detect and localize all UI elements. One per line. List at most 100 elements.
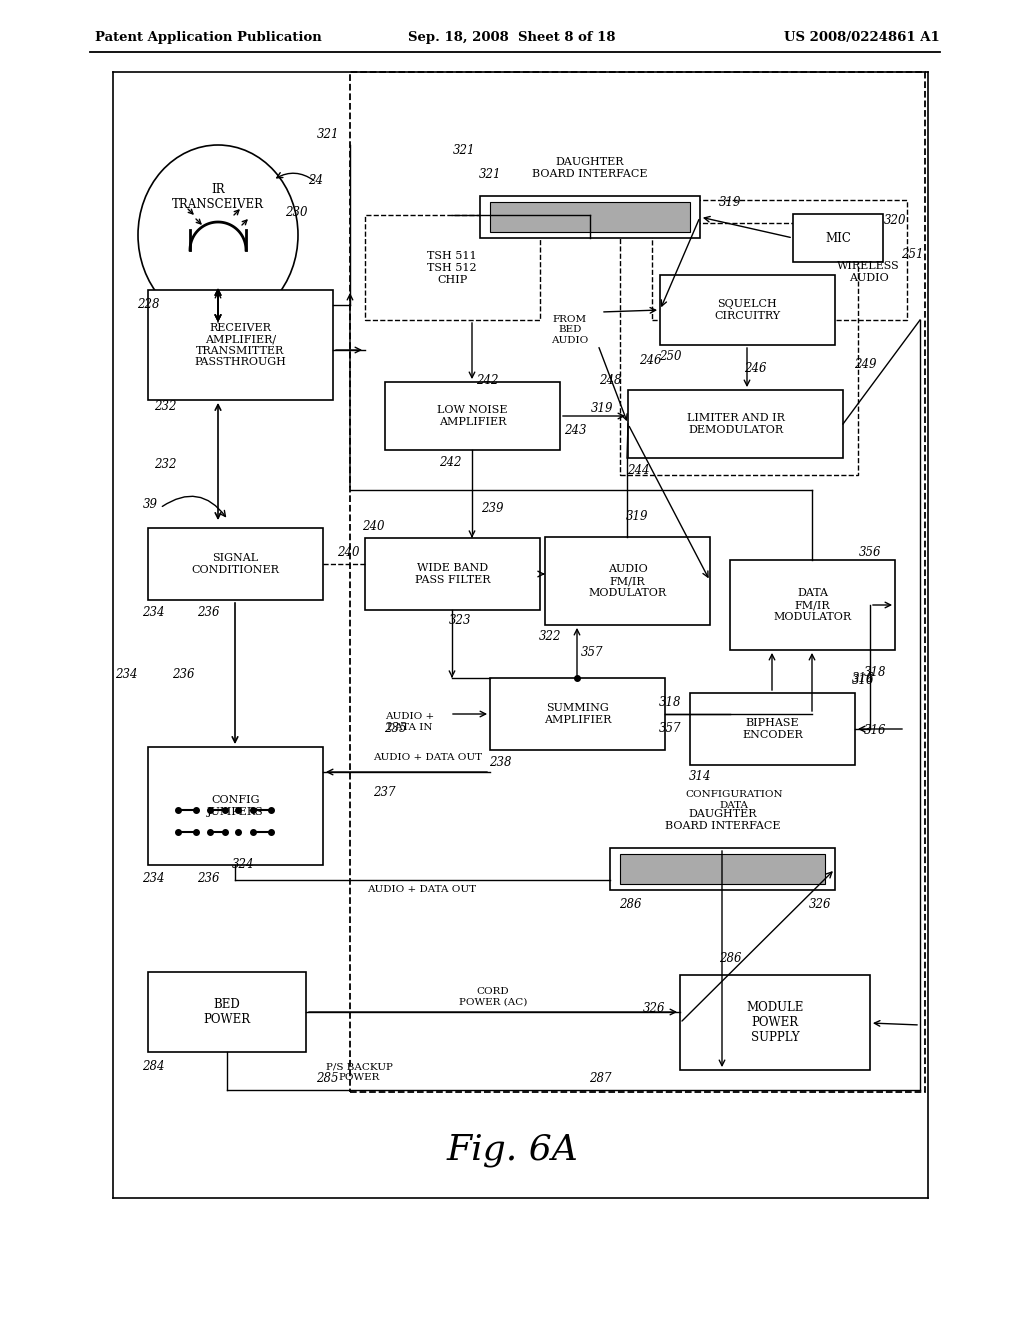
Text: BED
POWER: BED POWER (204, 998, 251, 1026)
Text: 240: 240 (361, 520, 384, 532)
Text: 284: 284 (141, 1060, 164, 1073)
Ellipse shape (138, 145, 298, 325)
Text: DAUGHTER
BOARD INTERFACE: DAUGHTER BOARD INTERFACE (665, 809, 780, 830)
Text: 242: 242 (438, 455, 461, 469)
Text: 234: 234 (116, 668, 138, 681)
Text: 314: 314 (689, 771, 712, 784)
Text: 323: 323 (449, 614, 471, 627)
Bar (148, 290, 333, 400)
Bar (480, 195, 700, 238)
Text: 39: 39 (142, 499, 158, 511)
Bar (490, 202, 690, 232)
Text: MIC: MIC (825, 231, 851, 244)
Bar (385, 381, 560, 450)
Text: LOW NOISE
AMPLIFIER: LOW NOISE AMPLIFIER (437, 405, 508, 426)
Text: FROM
BED
AUDIO: FROM BED AUDIO (551, 315, 589, 345)
Text: SQUELCH
CIRCUITRY: SQUELCH CIRCUITRY (715, 300, 780, 321)
Text: MODULE
POWER
SUPPLY: MODULE POWER SUPPLY (746, 1001, 804, 1044)
Text: 357: 357 (658, 722, 681, 734)
Text: 238: 238 (488, 755, 511, 768)
Text: 286: 286 (719, 953, 741, 965)
Text: 244: 244 (627, 463, 649, 477)
Text: 236: 236 (197, 873, 219, 886)
Text: 316: 316 (864, 723, 886, 737)
Text: 236: 236 (197, 606, 219, 619)
Text: 237: 237 (373, 785, 395, 799)
Bar (365, 215, 540, 319)
Text: Patent Application Publication: Patent Application Publication (95, 32, 322, 45)
Text: 326: 326 (809, 898, 831, 911)
Text: IR
TRANSCEIVER: IR TRANSCEIVER (172, 183, 264, 211)
Bar (350, 73, 925, 1092)
Text: US 2008/0224861 A1: US 2008/0224861 A1 (784, 32, 940, 45)
Text: AUDIO +
DATA IN: AUDIO + DATA IN (385, 713, 434, 731)
Text: 326: 326 (642, 1002, 665, 1015)
Text: 322: 322 (539, 631, 561, 644)
Text: 316: 316 (852, 672, 874, 685)
Text: CONFIGURATION
DATA: CONFIGURATION DATA (685, 791, 782, 809)
Text: 232: 232 (154, 458, 176, 470)
Text: 242: 242 (476, 374, 499, 387)
Text: RECEIVER
AMPLIFIER/
TRANSMITTER
PASSTHROUGH: RECEIVER AMPLIFIER/ TRANSMITTER PASSTHRO… (195, 322, 287, 367)
Text: 319: 319 (626, 511, 648, 524)
Text: LIMITER AND IR
DEMODULATOR: LIMITER AND IR DEMODULATOR (686, 413, 784, 434)
Text: 321: 321 (453, 144, 475, 157)
Text: 234: 234 (141, 606, 164, 619)
Text: 287: 287 (589, 1072, 611, 1085)
Text: 250: 250 (658, 351, 681, 363)
Text: TSH 511
TSH 512
CHIP: TSH 511 TSH 512 CHIP (427, 251, 477, 285)
Text: 286: 286 (618, 898, 641, 911)
Text: 232: 232 (154, 400, 176, 413)
Text: 356: 356 (859, 545, 882, 558)
Text: AUDIO
FM/IR
MODULATOR: AUDIO FM/IR MODULATOR (589, 565, 667, 598)
Text: 235: 235 (384, 722, 407, 734)
Text: AUDIO + DATA OUT: AUDIO + DATA OUT (373, 752, 482, 762)
Text: 319: 319 (719, 195, 741, 209)
Bar (660, 275, 835, 345)
Text: 248: 248 (599, 374, 622, 387)
Bar (690, 693, 855, 766)
Text: CORD
POWER (AC): CORD POWER (AC) (459, 987, 527, 1007)
Text: 251: 251 (901, 248, 924, 261)
Text: WIDE BAND
PASS FILTER: WIDE BAND PASS FILTER (415, 564, 490, 585)
Text: 320: 320 (884, 214, 906, 227)
Bar (620, 223, 858, 475)
Bar (628, 389, 843, 458)
Text: 321: 321 (316, 128, 339, 141)
Bar (730, 560, 895, 649)
Text: DATA
FM/IR
MODULATOR: DATA FM/IR MODULATOR (773, 589, 852, 622)
Text: 319: 319 (591, 403, 613, 416)
Text: P/S BACKUP
POWER: P/S BACKUP POWER (326, 1063, 393, 1081)
Bar (610, 847, 835, 890)
Text: 321: 321 (479, 169, 502, 181)
Text: 318: 318 (864, 665, 886, 678)
Text: 357: 357 (581, 645, 603, 659)
Bar (148, 747, 323, 865)
Text: SUMMING
AMPLIFIER: SUMMING AMPLIFIER (544, 704, 611, 725)
Text: 243: 243 (564, 425, 587, 437)
Text: 324: 324 (231, 858, 254, 871)
Text: Fig. 6A: Fig. 6A (446, 1133, 578, 1167)
Bar (680, 975, 870, 1071)
Text: CONFIG
JUMPERS: CONFIG JUMPERS (207, 795, 264, 817)
Text: 236: 236 (172, 668, 195, 681)
Text: 318: 318 (658, 696, 681, 709)
Text: 230: 230 (285, 206, 307, 219)
Bar (148, 972, 306, 1052)
Text: 316: 316 (852, 675, 874, 688)
Text: WIRELESS
AUDIO: WIRELESS AUDIO (838, 261, 900, 282)
Text: 239: 239 (480, 502, 503, 515)
Text: 246: 246 (639, 354, 662, 367)
Bar (490, 678, 665, 750)
Text: AUDIO + DATA OUT: AUDIO + DATA OUT (368, 886, 476, 895)
Text: 24: 24 (308, 173, 324, 186)
Text: DAUGHTER
BOARD INTERFACE: DAUGHTER BOARD INTERFACE (532, 157, 648, 178)
Text: 234: 234 (141, 873, 164, 886)
Bar (793, 214, 883, 261)
Text: Sep. 18, 2008  Sheet 8 of 18: Sep. 18, 2008 Sheet 8 of 18 (409, 32, 615, 45)
Bar (652, 201, 907, 319)
Text: BIPHASE
ENCODER: BIPHASE ENCODER (742, 718, 803, 739)
Bar (148, 528, 323, 601)
Bar (545, 537, 710, 624)
Text: 240: 240 (337, 545, 359, 558)
